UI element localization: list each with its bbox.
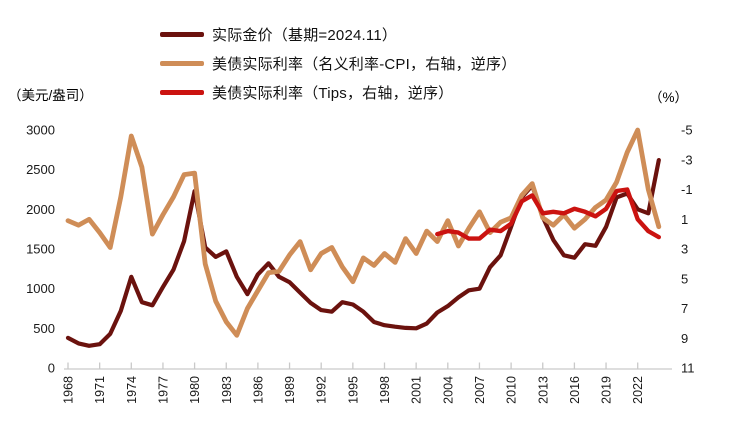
chart-legend: 实际金价（基期=2024.11） 美债实际利率（名义利率-CPI，右轴，逆序） …	[160, 20, 516, 107]
y-left-tick-label: 2000	[26, 202, 55, 217]
x-tick-label: 1989	[283, 376, 297, 404]
real-rate-tips-line	[435, 187, 661, 241]
x-tick-label: 1968	[62, 376, 76, 404]
gold-price-line	[65, 158, 661, 348]
legend-label-real-rate-nominal-cpi: 美债实际利率（名义利率-CPI，右轴，逆序）	[212, 56, 517, 73]
x-tick-label: 2001	[410, 376, 424, 404]
x-tick-label: 1986	[251, 376, 265, 404]
x-tick-label: 1977	[156, 376, 170, 404]
y-left-tick-label: 500	[33, 321, 55, 336]
y-right-tick-label: 11	[681, 361, 695, 376]
x-tick-label: 1998	[378, 376, 392, 404]
x-tick-label: 1974	[125, 376, 139, 404]
y-right-tick-label: 1	[681, 212, 688, 227]
x-tick-label: 2010	[505, 376, 519, 404]
tips-line-swatch	[160, 90, 204, 95]
x-tick-label: 1980	[188, 376, 202, 404]
x-tick-label: 2016	[568, 376, 582, 404]
y-right-tick-label: 9	[681, 331, 688, 346]
x-tick-label: 2004	[441, 376, 455, 404]
right-axis-unit-label: （%）	[649, 90, 689, 105]
y-left-tick-label: 1500	[26, 242, 55, 257]
x-tick-label: 2007	[473, 376, 487, 404]
x-tick-label: 1983	[220, 376, 234, 404]
left-axis-unit-label: （美元/盎司）	[8, 88, 93, 103]
real-rate-nominal-cpi-line	[65, 127, 662, 338]
x-tick-label: 2013	[536, 376, 550, 404]
y-right-tick-label: 7	[681, 301, 688, 316]
x-tick-label: 1995	[346, 376, 360, 404]
y-left-tick-label: 2500	[26, 162, 55, 177]
y-right-tick-label: 5	[681, 271, 688, 286]
y-left-tick-label: 0	[48, 361, 55, 376]
gold-line-swatch	[160, 32, 204, 37]
legend-item-real-rate-nominal-cpi: 美债实际利率（名义利率-CPI，右轴，逆序）	[160, 49, 516, 78]
legend-item-gold-price: 实际金价（基期=2024.11）	[160, 20, 516, 49]
y-left-tick-label: 1000	[26, 281, 55, 296]
x-tick-label: 1971	[93, 376, 107, 404]
legend-item-real-rate-tips: 美债实际利率（Tips，右轴，逆序）	[160, 78, 516, 107]
x-tick-label: 1992	[315, 376, 329, 404]
x-tick-label: 2019	[600, 376, 614, 404]
legend-label-real-rate-tips: 美债实际利率（Tips，右轴，逆序）	[212, 85, 454, 102]
y-left-tick-label: 3000	[26, 123, 55, 138]
y-right-tick-label: 3	[681, 242, 688, 257]
legend-label-gold-price: 实际金价（基期=2024.11）	[212, 27, 398, 44]
y-right-tick-label: -3	[681, 152, 693, 167]
y-right-tick-label: -5	[681, 123, 693, 138]
nominal-cpi-line-swatch	[160, 61, 204, 66]
y-right-tick-label: -1	[681, 182, 693, 197]
x-tick-label: 2022	[631, 376, 645, 404]
